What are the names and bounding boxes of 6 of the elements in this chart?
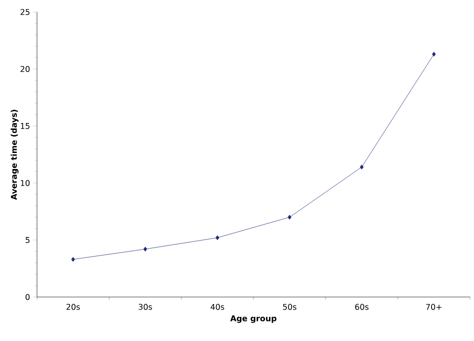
point: [216, 235, 220, 240]
point: [288, 214, 292, 220]
point: [360, 164, 364, 170]
point: [432, 52, 436, 57]
point: [143, 246, 148, 252]
point: [71, 256, 75, 262]
